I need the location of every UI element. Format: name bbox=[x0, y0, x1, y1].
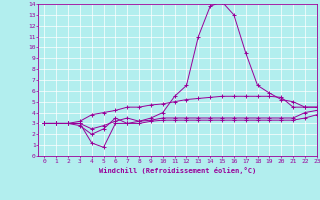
X-axis label: Windchill (Refroidissement éolien,°C): Windchill (Refroidissement éolien,°C) bbox=[99, 167, 256, 174]
